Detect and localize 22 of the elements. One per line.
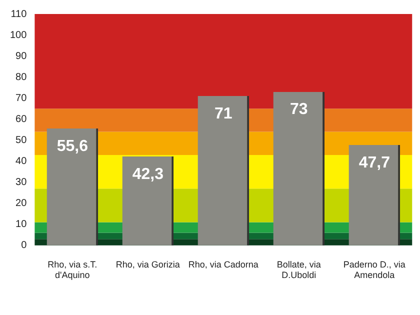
y-tick-label: 30	[16, 177, 28, 188]
y-tick-label: 110	[10, 8, 28, 20]
y-tick-label: 60	[16, 114, 28, 125]
data-label: 73	[290, 101, 308, 118]
y-tick-label: 70	[16, 92, 28, 104]
data-label: 71	[214, 105, 232, 122]
y-tick-label: 50	[16, 134, 28, 146]
x-tick-label: Rho, via Gorizia	[116, 259, 180, 270]
y-tick-label: 80	[16, 72, 28, 83]
x-tick-label: Rho, via Cadorna	[188, 259, 258, 270]
y-tick-label: 10	[16, 219, 28, 230]
x-tick-label: Paderno D., via Amendola	[343, 259, 406, 280]
y-tick-label: 100	[10, 30, 28, 41]
data-label: 55,6	[56, 138, 88, 155]
y-tick-label: 0	[21, 240, 28, 252]
y-tick-label: 20	[16, 198, 28, 210]
x-tick-label: Bollate, via D.Uboldi	[276, 259, 321, 280]
y-tick-label: 40	[16, 156, 28, 168]
data-label: 42,3	[132, 166, 164, 183]
x-tick-label: Rho, via s.T. d'Aquino	[48, 259, 98, 280]
y-tick-label: 90	[16, 50, 28, 62]
data-label: 47,7	[358, 154, 390, 172]
